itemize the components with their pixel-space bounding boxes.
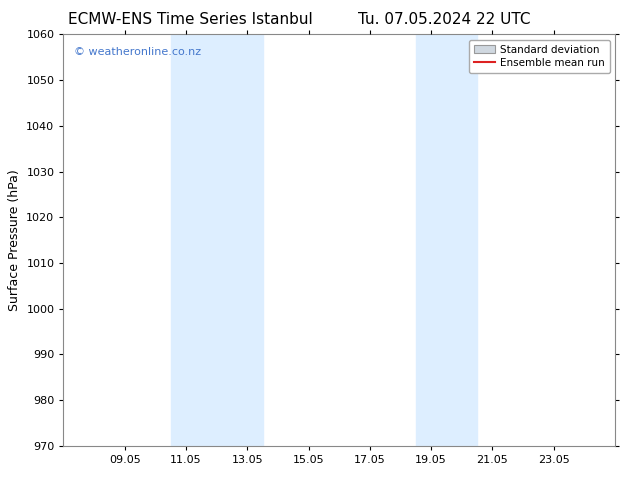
Text: ECMW-ENS Time Series Istanbul: ECMW-ENS Time Series Istanbul — [68, 12, 313, 27]
Text: Tu. 07.05.2024 22 UTC: Tu. 07.05.2024 22 UTC — [358, 12, 530, 27]
Legend: Standard deviation, Ensemble mean run: Standard deviation, Ensemble mean run — [469, 40, 610, 73]
Y-axis label: Surface Pressure (hPa): Surface Pressure (hPa) — [8, 169, 21, 311]
Bar — [416, 34, 477, 446]
Bar — [171, 34, 262, 446]
Text: © weatheronline.co.nz: © weatheronline.co.nz — [74, 47, 202, 57]
